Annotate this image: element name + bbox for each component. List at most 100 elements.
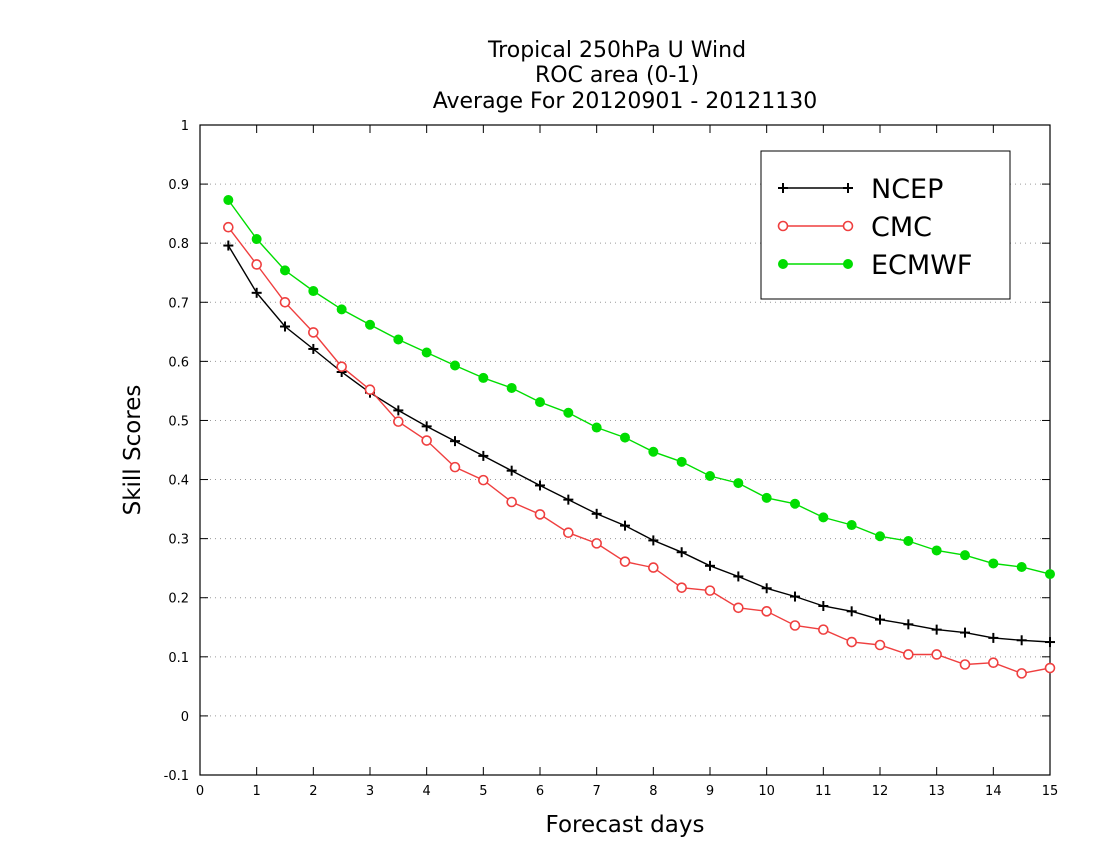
point-cmc-10	[506, 496, 517, 508]
point-ecmwf-19	[761, 492, 772, 503]
point-cmc-24	[903, 649, 914, 660]
legend-marker-start-ncep	[778, 183, 788, 193]
point-ncep-25	[931, 624, 942, 635]
point-ecmwf-11	[535, 397, 545, 408]
point-ncep-9	[478, 450, 489, 461]
x-axis-label: Forecast days	[546, 812, 705, 838]
point-ncep-18	[733, 571, 744, 582]
point-ecmwf-24	[903, 536, 914, 546]
point-cmc-7	[421, 435, 432, 446]
point-cmc-12	[563, 527, 574, 539]
point-ecmwf-17	[705, 471, 715, 481]
y-tick-label-3: 0.2	[168, 592, 189, 607]
point-cmc-0	[223, 221, 234, 233]
y-tick-label-5: 0.4	[168, 474, 189, 489]
point-cmc-13	[591, 538, 602, 549]
point-ecmwf-21	[818, 512, 829, 523]
series-layer	[223, 195, 1056, 679]
x-tick-label-15: 15	[1042, 784, 1059, 799]
point-ncep-26	[960, 627, 970, 638]
point-ecmwf-29	[1045, 569, 1055, 580]
y-tick-label-8: 0.7	[168, 296, 189, 311]
point-cmc-6	[393, 416, 404, 427]
point-cmc-18	[733, 602, 744, 614]
point-ncep-28	[1016, 635, 1027, 646]
legend: NCEP CMC ECMWF	[760, 150, 1011, 300]
legend-label-ncep: NCEP	[871, 174, 943, 205]
point-ncep-11	[535, 480, 545, 491]
point-cmc-22	[846, 636, 857, 648]
point-cmc-3	[308, 327, 319, 338]
point-ecmwf-7	[421, 347, 432, 358]
point-ecmwf-1	[251, 234, 262, 245]
point-ncep-19	[761, 583, 772, 594]
point-ncep-16	[676, 547, 687, 558]
legend-label-cmc: CMC	[871, 212, 932, 243]
point-ecmwf-25	[931, 545, 942, 556]
title-line-1: Tropical 250hPa U Wind	[487, 38, 746, 63]
point-ncep-6	[393, 405, 404, 416]
plot-frame	[199, 124, 1051, 776]
chart-title: Tropical 250hPa U Wind ROC area (0-1) Av…	[433, 38, 818, 114]
point-cmc-14	[619, 556, 631, 567]
point-ncep-0	[223, 240, 234, 251]
legend-marker-end-ecmwf	[843, 259, 853, 269]
series-ncep	[223, 240, 1055, 648]
point-cmc-15	[648, 562, 659, 573]
point-ecmwf-8	[450, 360, 460, 371]
point-cmc-4	[336, 361, 347, 372]
point-cmc-2	[279, 296, 291, 308]
x-tick-label-1: 1	[253, 784, 261, 799]
y-tick-label-9: 0.8	[168, 237, 189, 252]
y-tick-label-4: 0.3	[168, 533, 189, 548]
x-tick-label-0: 0	[196, 784, 204, 799]
legend-marker-end-ncep	[843, 183, 853, 193]
point-cmc-11	[534, 509, 546, 520]
series-line-ncep	[227, 245, 1051, 643]
point-ecmwf-6	[393, 334, 404, 345]
point-ecmwf-14	[620, 432, 630, 443]
title-line-2: ROC area (0-1)	[535, 63, 699, 88]
y-tick-label-11: 1	[181, 119, 189, 134]
point-cmc-19	[761, 606, 772, 617]
point-ecmwf-16	[676, 456, 687, 467]
point-cmc-16	[676, 582, 687, 593]
x-tick-label-6: 6	[536, 784, 544, 799]
x-tick-label-11: 11	[815, 784, 832, 799]
point-ecmwf-23	[875, 531, 885, 542]
legend-marker-start-cmc	[777, 220, 789, 232]
point-cmc-1	[251, 259, 262, 270]
y-axis-label: Skill Scores	[120, 385, 146, 516]
y-tick-label-7: 0.6	[168, 355, 189, 370]
point-ncep-24	[903, 619, 914, 630]
legend-box	[760, 150, 1011, 300]
x-tick-label-4: 4	[423, 784, 431, 799]
legend-item-ncep: NCEP	[778, 174, 943, 205]
point-ncep-7	[421, 421, 432, 432]
y-tick-label-10: 0.9	[168, 178, 189, 193]
x-axis-ticks: 0 1 2 3 4 5 6 7 8 9 10 11 12 13 14 15	[196, 125, 1058, 799]
point-ncep-20	[790, 591, 800, 602]
x-tick-label-13: 13	[928, 784, 945, 799]
point-ncep-15	[648, 535, 659, 546]
point-ncep-13	[591, 508, 602, 519]
point-cmc-5	[364, 384, 376, 396]
point-cmc-28	[1016, 668, 1027, 679]
point-cmc-29	[1044, 662, 1056, 674]
x-tick-label-12: 12	[872, 784, 889, 799]
point-ncep-23	[875, 614, 885, 625]
point-ecmwf-26	[960, 550, 970, 561]
x-tick-label-8: 8	[649, 784, 657, 799]
point-ncep-3	[308, 343, 319, 354]
point-cmc-20	[789, 620, 801, 631]
point-cmc-26	[959, 659, 971, 670]
x-tick-label-7: 7	[593, 784, 601, 799]
x-tick-label-10: 10	[758, 784, 775, 799]
y-axis-ticks: -0.1 0 0.1 0.2 0.3 0.4 0.5 0.6 0.7 0.8 0.9 1	[164, 119, 1050, 784]
point-ecmwf-13	[591, 422, 602, 433]
legend-label-ecmwf: ECMWF	[871, 250, 972, 281]
point-cmc-9	[478, 474, 489, 486]
legend-item-cmc: CMC	[777, 212, 932, 243]
point-ncep-21	[818, 601, 829, 611]
